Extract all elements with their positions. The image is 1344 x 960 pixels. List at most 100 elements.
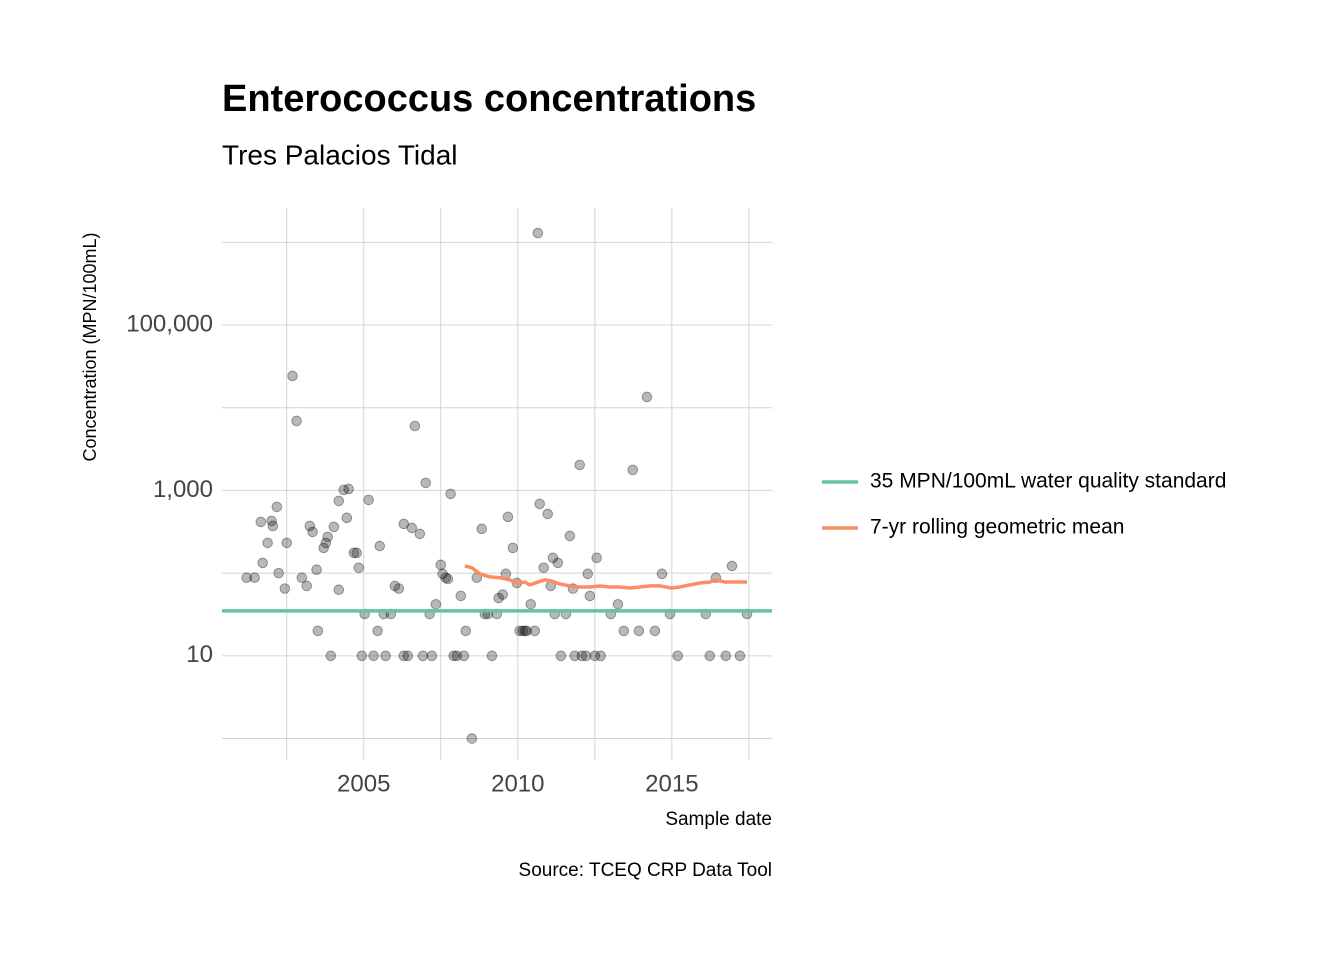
data-point xyxy=(420,477,431,489)
data-point xyxy=(455,590,467,602)
data-point xyxy=(552,557,564,569)
data-point xyxy=(266,515,277,527)
data-point xyxy=(267,520,279,532)
data-point xyxy=(356,650,368,662)
data-point xyxy=(353,562,365,574)
y-tick-label: 1,000 xyxy=(153,476,213,503)
data-point xyxy=(476,523,488,535)
data-point xyxy=(435,559,447,571)
data-point xyxy=(612,598,624,610)
legend-label: 35 MPN/100mL water quality standard xyxy=(870,470,1226,493)
data-point xyxy=(517,625,529,637)
legend: 35 MPN/100mL water quality standard 7-yr … xyxy=(822,470,1226,539)
y-tick-label: 100,000 xyxy=(126,310,213,337)
data-point xyxy=(312,625,324,637)
data-point xyxy=(458,650,470,662)
data-point xyxy=(281,537,293,549)
data-point xyxy=(257,557,268,569)
data-point xyxy=(322,531,333,543)
data-point xyxy=(325,650,337,662)
chart-title: Enterococcus concentrations xyxy=(222,78,756,120)
data-point xyxy=(584,590,596,602)
data-point xyxy=(307,526,318,538)
points xyxy=(241,227,753,744)
data-point xyxy=(417,650,429,662)
data-point xyxy=(304,520,316,532)
data-point xyxy=(343,483,354,495)
data-point xyxy=(538,562,549,574)
data-point xyxy=(255,516,267,528)
data-point xyxy=(569,650,581,662)
data-point xyxy=(519,625,531,637)
data-point xyxy=(291,415,302,427)
data-point xyxy=(448,650,460,662)
data-point xyxy=(271,501,283,513)
data-point xyxy=(574,459,586,471)
data-point xyxy=(507,542,519,554)
data-point xyxy=(320,537,332,549)
data-point xyxy=(445,488,456,500)
x-tick-label: 2005 xyxy=(337,770,390,797)
data-point xyxy=(442,573,454,585)
rolling-mean-line xyxy=(464,564,748,590)
data-point xyxy=(726,560,738,572)
y-tick-label: 10 xyxy=(186,641,213,668)
data-point xyxy=(532,227,544,239)
data-point xyxy=(486,650,498,662)
data-point xyxy=(656,568,668,580)
data-point xyxy=(318,542,329,554)
data-point xyxy=(368,650,379,662)
data-point xyxy=(351,547,362,559)
data-point xyxy=(460,625,472,637)
data-point xyxy=(555,650,567,662)
data-point xyxy=(493,592,504,604)
data-point xyxy=(241,572,252,584)
caption: Source: TCEQ CRP Data Tool xyxy=(519,860,772,881)
data-point xyxy=(273,567,284,579)
data-point xyxy=(374,540,386,552)
x-tick-label: 2010 xyxy=(491,770,544,797)
data-point xyxy=(338,484,350,496)
data-point xyxy=(595,650,606,662)
data-point xyxy=(380,650,391,662)
data-point xyxy=(262,537,273,549)
grid xyxy=(222,208,772,760)
data-point xyxy=(249,572,260,584)
data-point xyxy=(333,495,345,507)
data-point xyxy=(502,511,514,523)
data-point xyxy=(641,391,653,403)
data-point xyxy=(591,552,602,564)
data-point xyxy=(311,564,322,576)
data-point xyxy=(406,522,418,534)
data-point xyxy=(704,650,716,662)
data-point xyxy=(402,650,414,662)
data-point xyxy=(521,625,533,637)
data-point xyxy=(341,512,353,524)
data-point xyxy=(534,498,545,510)
data-point xyxy=(414,528,426,540)
data-point xyxy=(372,625,383,637)
data-point xyxy=(393,583,405,594)
data-point xyxy=(580,650,592,662)
data-point xyxy=(451,650,463,662)
data-point xyxy=(440,572,451,584)
data-point xyxy=(301,580,313,592)
data-point xyxy=(649,625,661,637)
data-point xyxy=(576,650,588,662)
data-point xyxy=(633,625,645,637)
data-point xyxy=(328,521,340,533)
data-point xyxy=(437,568,448,580)
data-point xyxy=(582,568,594,580)
data-point xyxy=(430,598,442,610)
data-point xyxy=(525,598,537,610)
data-point xyxy=(627,464,639,476)
data-point xyxy=(529,625,541,637)
data-point xyxy=(672,650,684,662)
data-point xyxy=(348,547,360,559)
data-point xyxy=(589,650,601,662)
data-point xyxy=(287,370,298,382)
data-point xyxy=(409,420,421,432)
legend-label: 7-yr rolling geometric mean xyxy=(870,516,1124,539)
data-point xyxy=(398,518,410,530)
